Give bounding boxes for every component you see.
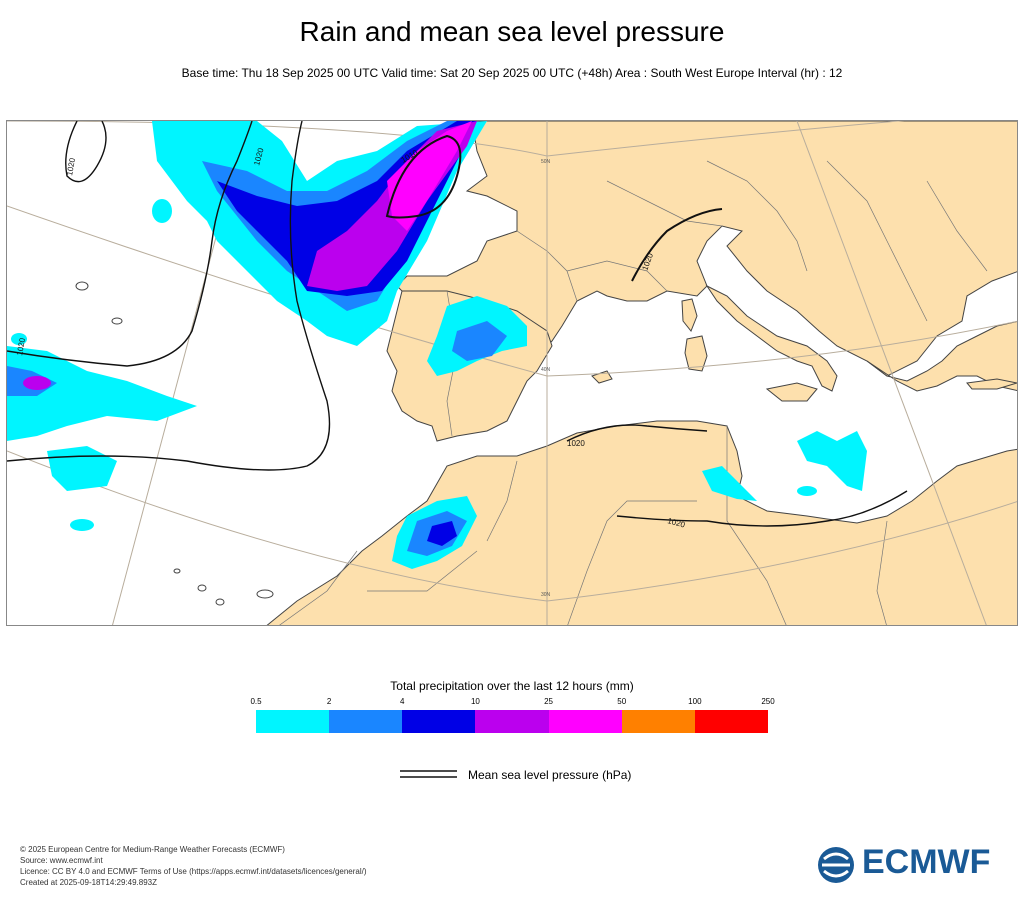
land-balkans [866,320,1017,392]
legend-tick-label: 4 [400,697,405,706]
isobar-label: 1020 [567,439,585,448]
precip-small-1 [70,519,94,531]
weather-map: 1020 1020 1010 1020 1020 1020 1020 50N 4… [6,120,1018,626]
lat-label: 30N [541,592,551,598]
legend-swatch [621,710,695,733]
land-sicily [765,382,818,402]
land-layer [266,121,1017,625]
legend-tick-label: 25 [544,697,554,706]
precip-tunisia [702,466,757,501]
chart-subtitle: Base time: Thu 18 Sep 2025 00 UTC Valid … [181,66,843,80]
isobar-label: 1020 [65,157,77,177]
precip-morocco-heavy [427,521,457,546]
footer-line: Source: www.ecmwf.int [20,856,103,865]
land-north-africa [266,420,1017,625]
precip-extreme-atlantic [387,121,472,231]
legend-tick-label: 0.5 [250,697,262,706]
ecmwf-logo-icon [818,847,854,883]
isobars [7,121,908,527]
logo-text: ECMWF [862,843,991,881]
precip-atlantic-south [47,446,117,491]
pressure-legend-line [400,770,457,778]
precip-small-4 [797,486,817,496]
lat-label: 40N [541,367,551,373]
precip-iberia-moderate [452,321,507,361]
legend-tick-label: 2 [326,697,332,706]
precip-small-3 [152,199,172,223]
precip-libya-coast [797,431,867,491]
legend-tick-label: 50 [617,697,627,706]
legend-swatch [694,710,768,733]
chart-title: Rain and mean sea level pressure [299,16,725,47]
footer-line: Licence: CC BY 4.0 and ECMWF Terms of Us… [20,867,367,876]
legend-swatch [548,710,622,733]
pressure-legend-label: Mean sea level pressure (hPa) [468,768,632,782]
legend-title: Total precipitation over the last 12 hou… [390,679,634,693]
legend-tick-label: 100 [688,697,702,706]
legend-swatch [329,710,403,733]
atlantic-islands [75,281,274,606]
land-crete [966,378,1017,390]
precip-small-2 [11,333,27,345]
legend-colorbar [256,710,768,733]
land-sardinia [684,335,708,372]
legend-swatch [475,710,549,733]
precip-west-blob [7,346,197,441]
footer-line: Created at 2025-09-18T14:29:49.893Z [20,878,157,887]
lat-label: 50N [541,159,551,165]
legend-tick-label: 10 [470,697,480,706]
isobar-label: 1020 [15,337,27,357]
map-svg: 1020 1020 1010 1020 1020 1020 1020 50N 4… [7,121,1017,625]
land-italy [705,284,838,392]
footer-line: © 2025 European Centre for Medium-Range … [20,845,285,854]
legend-swatch [256,710,330,733]
land-corsica [681,298,698,332]
precip-layer [7,121,867,569]
legend-swatch [402,710,476,733]
lat-labels: 50N 40N 30N [541,159,551,598]
land-balearics [591,370,613,384]
legend-tick-label: 250 [761,697,775,706]
precip-west-blob-peak [23,376,51,390]
footer: © 2025 European Centre for Medium-Range … [20,844,367,888]
